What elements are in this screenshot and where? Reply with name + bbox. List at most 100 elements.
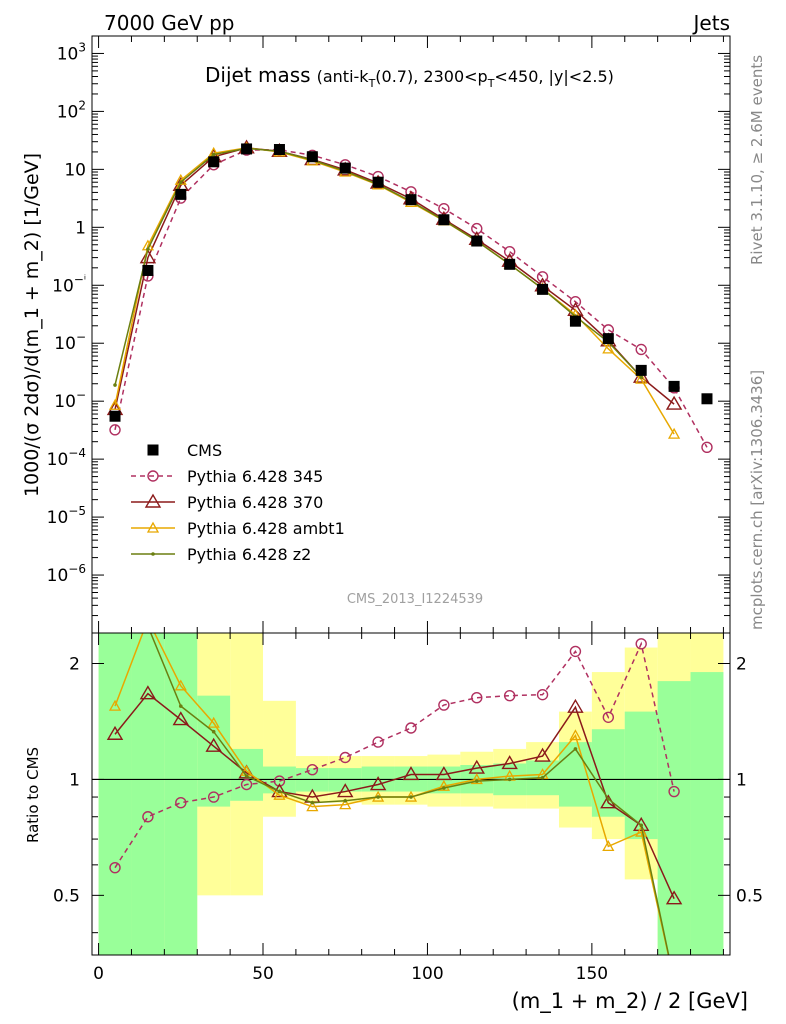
- ratio-data-point: [669, 976, 679, 985]
- ratio-data-point: [442, 786, 446, 790]
- ratio-y-tick-label-right: 1: [736, 770, 747, 790]
- main-y-tick-label: 10−4: [47, 446, 86, 470]
- uncertainty-band-green: [131, 633, 164, 955]
- main-data-point: [538, 272, 548, 282]
- rivet-version-label: Rivet 3.1.10, ≥ 2.6M events: [748, 55, 766, 265]
- main-series-line: [115, 148, 674, 410]
- x-tick-label: 100: [411, 964, 443, 984]
- legend-item: Pythia 6.428 z2: [131, 545, 311, 564]
- ratio-data-point: [179, 704, 183, 708]
- ratio-plot-panel: 0 50 100 150 0.5 0.5 1 1 2 2: [53, 573, 763, 985]
- x-tick-label: 0: [93, 964, 104, 984]
- main-series-pythia-6-428-370: [108, 141, 681, 415]
- main-y-tick-label: 10−6: [47, 562, 86, 586]
- legend-item: CMS: [148, 441, 223, 460]
- ratio-data-point: [146, 624, 150, 628]
- x-tick-label: 150: [576, 964, 608, 984]
- ratio-data-point: [212, 730, 216, 734]
- main-y-axis-label: 1000/(σ 2dσ)/d(m_1 + m_2) [1/GeV]: [21, 153, 43, 497]
- ratio-data-point: [343, 799, 347, 803]
- legend-marker: [151, 552, 155, 556]
- main-y-tick-label: 10−⁳: [54, 388, 86, 412]
- main-data-point: [373, 177, 384, 188]
- legend-label: Pythia 6.428 z2: [187, 545, 311, 564]
- ratio-data-point: [143, 615, 153, 624]
- ratio-data-point: [508, 778, 512, 782]
- ratio-data-point: [373, 737, 383, 747]
- main-data-point: [212, 153, 216, 157]
- main-data-point: [537, 284, 548, 295]
- mcplots-source-label: mcplots.cern.ch [arXiv:1306.3436]: [748, 370, 766, 630]
- main-series-cms: [110, 143, 713, 421]
- main-y-tick-label: 103: [57, 40, 86, 64]
- legend-item: Pythia 6.428 345: [131, 467, 323, 486]
- main-y-tick-label: 10−5: [47, 504, 86, 528]
- uncertainty-band-green: [625, 712, 658, 839]
- main-data-point: [146, 247, 150, 251]
- main-data-point: [110, 411, 121, 422]
- ratio-data-point: [376, 795, 380, 799]
- ratio-data-point: [607, 797, 611, 801]
- main-plot-frame: [92, 36, 730, 633]
- main-y-tick-label: 10: [64, 160, 86, 180]
- ratio-y-tick-label: 2: [69, 654, 80, 674]
- ratio-data-point: [113, 573, 117, 577]
- main-data-point: [340, 163, 351, 174]
- main-data-point: [669, 381, 680, 392]
- main-data-point: [274, 144, 285, 155]
- main-data-point: [570, 316, 581, 327]
- legend-label: Pythia 6.428 370: [187, 493, 323, 512]
- main-data-point: [175, 189, 186, 200]
- legend-item: Pythia 6.428 ambt1: [131, 519, 345, 538]
- main-plot-panel: 10−6 10−5 10−4 10−⁳ 10−⁲ 10−ⁱ 1 10 102 103: [47, 36, 730, 633]
- header-energy-label: 7000 GeV pp: [104, 11, 235, 35]
- main-data-point: [142, 265, 153, 276]
- ratio-y-tick-label-right: 2: [736, 654, 747, 674]
- main-data-point: [701, 393, 712, 404]
- main-data-point: [471, 236, 482, 247]
- main-data-point: [504, 259, 515, 270]
- analysis-watermark: CMS_2013_I1224539: [347, 592, 483, 607]
- ratio-data-point: [639, 824, 643, 828]
- ratio-data-point: [475, 779, 479, 783]
- main-y-tick-label: 1: [75, 218, 86, 238]
- legend-marker: [146, 495, 160, 507]
- uncertainty-band-green: [99, 633, 132, 955]
- ratio-data-point: [574, 747, 578, 751]
- chart-title: Dijet mass (anti-kT(0.7), 2300<pT<450, |y…: [205, 63, 614, 90]
- main-y-tick-label: 102: [57, 98, 86, 122]
- main-data-point: [636, 365, 647, 376]
- ratio-data-point: [672, 979, 676, 983]
- ratio-data-point: [278, 790, 282, 794]
- uncertainty-band-green: [658, 681, 691, 955]
- ratio-y-axis-label: Ratio to CMS: [24, 747, 42, 843]
- main-data-point: [307, 151, 318, 162]
- legend-label: CMS: [187, 441, 222, 460]
- main-data-point: [406, 194, 417, 205]
- ratio-data-point: [406, 723, 416, 733]
- main-data-point: [603, 333, 614, 344]
- main-data-point: [179, 180, 183, 184]
- ratio-y-tick-label-right: 0.5: [736, 886, 763, 906]
- main-series-pythia-6-428-ambt1: [110, 143, 679, 438]
- legend-marker: [148, 445, 159, 456]
- x-axis-label: (m_1 + m_2) / 2 [GeV]: [512, 989, 748, 1014]
- ratio-data-point: [409, 795, 413, 799]
- legend-label: Pythia 6.428 ambt1: [187, 519, 345, 538]
- main-data-point: [113, 383, 117, 387]
- main-y-tick-label: 10−ⁱ: [52, 272, 86, 296]
- ratio-y-tick-label: 0.5: [53, 886, 80, 906]
- ratio-data-point: [311, 801, 315, 805]
- main-data-point: [241, 143, 252, 154]
- x-tick-label: 50: [252, 964, 274, 984]
- ratio-data-point: [245, 774, 249, 778]
- main-data-point: [208, 156, 219, 167]
- legend: CMS Pythia 6.428 345 Pythia 6.428 370 Pythi…: [131, 441, 345, 564]
- ratio-y-tick-label: 1: [69, 770, 80, 790]
- main-data-point: [667, 397, 681, 409]
- main-y-tick-label: 10−⁲: [54, 330, 86, 354]
- legend-item: Pythia 6.428 370: [131, 493, 323, 512]
- header-category-label: Jets: [692, 11, 730, 35]
- uncertainty-band-green: [691, 672, 724, 955]
